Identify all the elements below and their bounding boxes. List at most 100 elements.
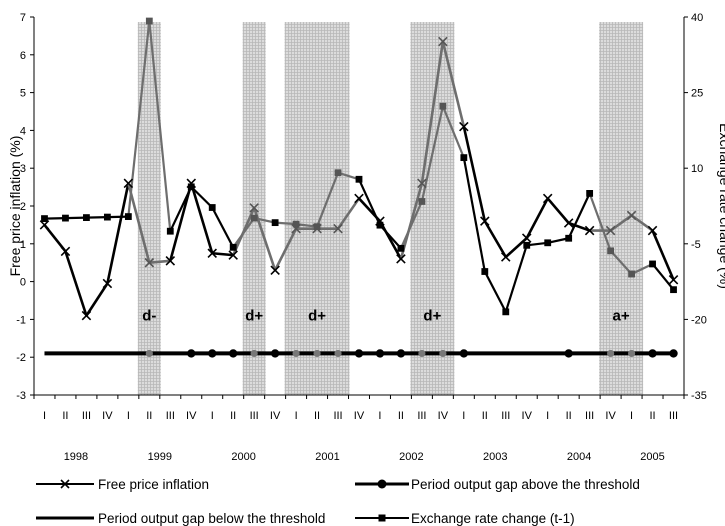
series-output-gap-shaded-point [146, 350, 153, 357]
series-free-price-inflation-segment [653, 231, 674, 280]
left-tick-label: 6 [20, 50, 26, 62]
right-axis-title: Exchange rate change (%) [717, 123, 725, 289]
series-output-gap-shaded-point [607, 350, 614, 357]
series-output-gap-above-point [187, 349, 195, 357]
series-exchange-rate-segment [212, 208, 233, 248]
legend-swatch-marker [378, 480, 387, 489]
series-exchange-rate-point [125, 213, 132, 220]
x-tick-label: III [669, 410, 678, 422]
x-tick-label: II [398, 410, 404, 422]
x-tick-label: I [127, 410, 130, 422]
left-tick-label: 5 [20, 88, 26, 100]
left-tick-label: -3 [16, 390, 26, 402]
legend-label: Period output gap above the threshold [411, 477, 640, 492]
right-tick-label: 10 [691, 163, 703, 175]
series-output-gap-shaded-point [418, 350, 425, 357]
series-output-gap-shaded-point [292, 350, 299, 357]
series-exchange-rate-point [335, 169, 342, 176]
x-tick-label: IV [102, 410, 113, 422]
x-tick-label: III [585, 410, 594, 422]
year-label: 2005 [640, 451, 664, 463]
series-output-gap-shaded-point [628, 350, 635, 357]
series-output-gap-above-point [397, 349, 405, 357]
x-tick-label: IV [354, 410, 365, 422]
series-exchange-rate-point [439, 103, 446, 110]
shaded-period-2 [285, 22, 350, 395]
series-free-price-inflation-segment [485, 221, 506, 257]
x-tick-label: IV [605, 410, 616, 422]
right-tick-label: 40 [691, 12, 703, 24]
shaded-period-label-4: a+ [613, 308, 630, 325]
series-output-gap-shaded-point [334, 350, 341, 357]
x-tick-label: I [43, 410, 46, 422]
series-exchange-rate-point [209, 204, 216, 211]
year-label: 1999 [148, 451, 172, 463]
right-tick-label: 25 [691, 88, 703, 100]
year-label: 1998 [64, 451, 88, 463]
series-free-price-inflation-point [502, 253, 510, 261]
series-exchange-rate-point [41, 215, 48, 222]
series-exchange-rate-point [62, 215, 69, 222]
series-exchange-rate-point [272, 219, 279, 226]
shaded-period-label-3: d+ [423, 308, 441, 325]
x-tick-label: III [166, 410, 175, 422]
x-tick-label: I [546, 410, 549, 422]
series-free-price-inflation-segment [212, 253, 233, 255]
series-exchange-rate-segment [569, 193, 590, 238]
series-exchange-rate-point [502, 308, 509, 315]
x-tick-label: II [230, 410, 236, 422]
x-tick-label: I [378, 410, 381, 422]
series-exchange-rate-point [251, 215, 258, 222]
x-tick-label: IV [186, 410, 197, 422]
x-tick-label: I [630, 410, 633, 422]
series-exchange-rate-point [670, 286, 677, 293]
series-exchange-rate-point [167, 228, 174, 235]
right-tick-label: -5 [691, 239, 701, 251]
x-tick-label: II [62, 410, 68, 422]
series-output-gap-above-point [460, 349, 468, 357]
series-output-gap-shaded-point [439, 350, 446, 357]
series-exchange-rate-point [544, 239, 551, 246]
year-label: 2003 [483, 451, 507, 463]
shaded-period-label-1: d+ [245, 308, 263, 325]
series-exchange-rate-point [188, 183, 195, 190]
left-axis-title: Free price inflation (%) [7, 136, 23, 277]
year-label: 2001 [315, 451, 339, 463]
shaded-period-3 [410, 22, 454, 395]
left-tick-label: -1 [16, 314, 26, 326]
series-exchange-rate-point [481, 268, 488, 275]
series-free-price-inflation-segment [86, 283, 107, 315]
x-tick-label: III [417, 410, 426, 422]
shaded-period-4 [599, 22, 643, 395]
x-tick-label: I [211, 410, 214, 422]
right-tick-label: -35 [691, 390, 707, 402]
x-tick-label: I [462, 410, 465, 422]
x-tick-label: II [314, 410, 320, 422]
legend-label: Free price inflation [98, 477, 209, 492]
series-exchange-rate-point [607, 247, 614, 254]
series-output-gap-shaded-point [251, 350, 258, 357]
x-tick-label: II [566, 410, 572, 422]
x-tick-label: III [501, 410, 510, 422]
series-exchange-rate-point [83, 214, 90, 221]
x-tick-label: II [482, 410, 488, 422]
series-exchange-rate-point [356, 176, 363, 183]
series-output-gap-above-point [564, 349, 572, 357]
series-exchange-rate-point [460, 154, 467, 161]
shaded-period-0 [138, 22, 161, 395]
series-exchange-rate-segment [485, 272, 506, 312]
shaded-period-label-2: d+ [308, 308, 326, 325]
series-exchange-rate-point [419, 198, 426, 205]
left-tick-label: 0 [20, 277, 26, 289]
x-tick-label: III [82, 410, 91, 422]
year-label: 2000 [231, 451, 255, 463]
x-tick-label: III [250, 410, 259, 422]
series-free-price-inflation-point [544, 194, 552, 202]
series-free-price-inflation-segment [191, 183, 212, 253]
series-exchange-rate-point [230, 244, 237, 251]
left-tick-label: 7 [20, 12, 26, 24]
series-free-price-inflation-segment [65, 251, 86, 315]
right-tick-label: -20 [691, 314, 707, 326]
series-exchange-rate-point [104, 214, 111, 221]
series-output-gap-above-point [355, 349, 363, 357]
